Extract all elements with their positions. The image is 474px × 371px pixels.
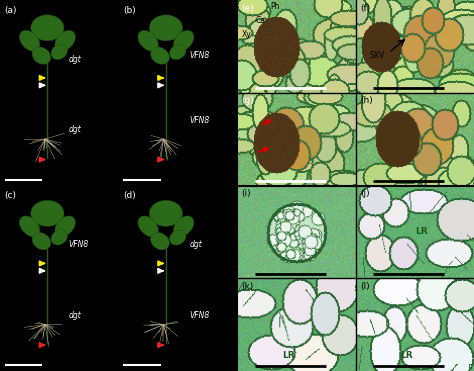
Text: SXV: SXV xyxy=(370,50,385,59)
Text: (k): (k) xyxy=(242,282,254,291)
Text: VFN8: VFN8 xyxy=(190,51,210,60)
Ellipse shape xyxy=(149,15,182,41)
Ellipse shape xyxy=(31,15,64,41)
Ellipse shape xyxy=(19,216,40,237)
Text: LR: LR xyxy=(401,351,413,360)
Ellipse shape xyxy=(55,216,75,237)
Text: Ph: Ph xyxy=(270,2,280,11)
Ellipse shape xyxy=(170,44,186,60)
Ellipse shape xyxy=(151,47,169,64)
Text: (a): (a) xyxy=(5,6,17,14)
Ellipse shape xyxy=(170,230,186,245)
Text: (i): (i) xyxy=(242,189,251,198)
Text: dgt: dgt xyxy=(69,55,82,64)
Ellipse shape xyxy=(173,216,194,237)
Ellipse shape xyxy=(151,233,169,250)
Text: (e): (e) xyxy=(242,4,255,13)
Ellipse shape xyxy=(138,30,158,51)
Text: (f): (f) xyxy=(360,4,371,13)
Ellipse shape xyxy=(138,216,158,237)
Ellipse shape xyxy=(32,233,51,250)
Text: (b): (b) xyxy=(123,6,136,14)
Text: (l): (l) xyxy=(360,282,370,291)
Ellipse shape xyxy=(51,230,67,245)
Text: (h): (h) xyxy=(360,96,373,105)
Text: VFN8: VFN8 xyxy=(190,116,210,125)
Text: LR: LR xyxy=(415,227,428,236)
Text: (d): (d) xyxy=(123,191,136,200)
Ellipse shape xyxy=(31,200,64,226)
Text: dgt: dgt xyxy=(69,311,82,320)
Ellipse shape xyxy=(51,44,67,60)
Ellipse shape xyxy=(19,30,40,51)
Text: LR: LR xyxy=(282,351,295,360)
Ellipse shape xyxy=(173,30,194,51)
Text: VFN8: VFN8 xyxy=(190,311,210,320)
Text: VFN8: VFN8 xyxy=(69,240,89,249)
Text: Ca: Ca xyxy=(256,16,266,25)
Text: dgt: dgt xyxy=(190,240,202,249)
Text: (c): (c) xyxy=(5,191,17,200)
Text: Xy: Xy xyxy=(242,30,252,39)
Text: dgt: dgt xyxy=(69,125,82,134)
Text: (j): (j) xyxy=(360,189,370,198)
Ellipse shape xyxy=(32,47,51,64)
Text: (g): (g) xyxy=(242,96,255,105)
Ellipse shape xyxy=(55,30,75,51)
Ellipse shape xyxy=(149,200,182,226)
